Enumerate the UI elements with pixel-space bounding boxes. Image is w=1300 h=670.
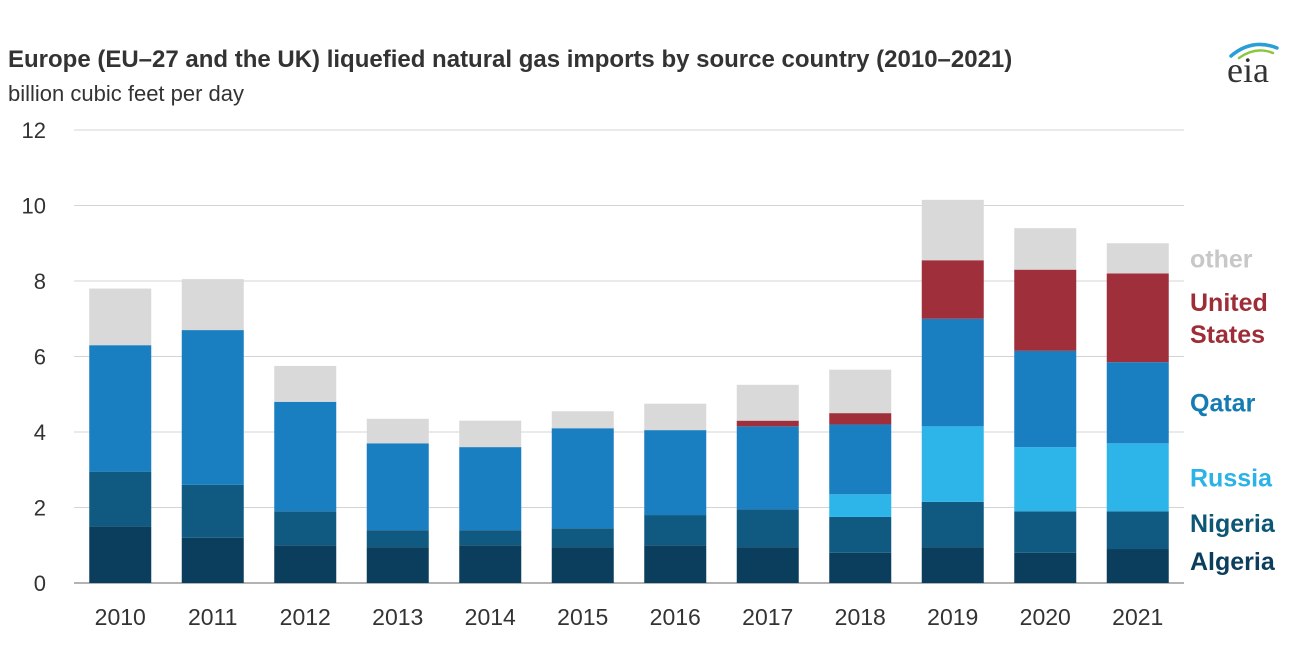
bar-algeria-2014 [459, 545, 522, 583]
bar-nigeria-2019 [921, 501, 984, 548]
bar-algeria-2010 [89, 526, 152, 583]
bar-united-states-2020 [1014, 269, 1077, 351]
bar-nigeria-2017 [736, 509, 799, 548]
bar-qatar-2017 [736, 426, 799, 510]
bar-nigeria-2012 [274, 511, 337, 546]
x-tick-label: 2014 [465, 604, 516, 630]
bar-russia-2019 [921, 426, 984, 502]
bar-qatar-2021 [1106, 362, 1169, 444]
bar-other-2015 [551, 411, 614, 429]
bar-qatar-2012 [274, 401, 337, 512]
legend-label-qatar: Qatar [1190, 390, 1256, 418]
x-tick-label: 2017 [742, 604, 793, 630]
bar-algeria-2020 [1014, 552, 1077, 583]
bar-nigeria-2011 [181, 484, 244, 538]
bar-algeria-2012 [274, 545, 337, 583]
bar-other-2013 [366, 418, 429, 444]
bar-russia-2021 [1106, 443, 1169, 512]
bar-qatar-2013 [366, 443, 429, 531]
x-tick-label: 2019 [927, 604, 978, 630]
eia-logo-arc [1229, 42, 1279, 58]
bar-algeria-2018 [829, 552, 892, 583]
bar-nigeria-2021 [1106, 511, 1169, 550]
x-tick-label: 2012 [280, 604, 331, 630]
bars [89, 199, 1169, 583]
x-tick-label: 2010 [95, 604, 146, 630]
y-tick-label: 2 [34, 496, 46, 521]
x-tick-label: 2013 [372, 604, 423, 630]
legend-label-russia: Russia [1190, 464, 1273, 492]
bar-other-2019 [921, 199, 984, 261]
bar-nigeria-2015 [551, 528, 614, 548]
bar-algeria-2016 [644, 545, 707, 583]
bar-united-states-2018 [829, 413, 892, 425]
bar-united-states-2019 [921, 260, 984, 319]
legend-label-united-states: United [1190, 289, 1268, 317]
bar-other-2017 [736, 384, 799, 421]
bar-algeria-2019 [921, 547, 984, 583]
y-tick-label: 0 [34, 571, 46, 596]
bar-algeria-2013 [366, 547, 429, 583]
eia-logo-arc-inner [1237, 49, 1275, 60]
y-tick-label: 4 [34, 420, 46, 445]
legend: Algeria Nigeria Russia Qatar United States oth… [1190, 245, 1276, 576]
y-axis-ticks: 0 2 4 6 8 10 12 [22, 118, 46, 596]
bar-algeria-2021 [1106, 549, 1169, 583]
bar-nigeria-2010 [89, 471, 152, 527]
legend-label-nigeria: Nigeria [1190, 510, 1276, 538]
bar-qatar-2015 [551, 428, 614, 529]
x-tick-label: 2021 [1112, 604, 1163, 630]
bar-qatar-2011 [181, 330, 244, 485]
eia-logo: eia [1227, 42, 1279, 90]
bar-other-2011 [181, 279, 244, 331]
bar-other-2018 [829, 369, 892, 414]
bar-united-states-2021 [1106, 273, 1169, 363]
gridlines [74, 129, 1184, 584]
x-tick-label: 2016 [650, 604, 701, 630]
y-tick-label: 8 [34, 269, 46, 294]
bar-other-2016 [644, 403, 707, 431]
x-tick-label: 2020 [1020, 604, 1071, 630]
bar-other-2010 [89, 288, 152, 346]
bar-nigeria-2013 [366, 530, 429, 548]
bar-algeria-2011 [181, 537, 244, 583]
bar-other-2020 [1014, 228, 1077, 270]
legend-label-other: other [1190, 245, 1253, 273]
bar-nigeria-2014 [459, 530, 522, 546]
bar-algeria-2015 [551, 547, 614, 583]
y-tick-label: 10 [22, 194, 46, 219]
bar-nigeria-2020 [1014, 511, 1077, 553]
y-tick-label: 6 [34, 345, 46, 370]
chart-subtitle: billion cubic feet per day [8, 81, 244, 106]
x-tick-label: 2015 [557, 604, 608, 630]
bar-qatar-2020 [1014, 350, 1077, 448]
x-tick-label: 2011 [188, 604, 237, 630]
bar-qatar-2014 [459, 447, 522, 531]
bar-united-states-2017 [736, 420, 799, 427]
chart-title: Europe (EU–27 and the UK) liquefied natu… [8, 46, 1012, 73]
bar-other-2012 [274, 365, 337, 402]
bar-russia-2020 [1014, 447, 1077, 512]
legend-label-united-states: States [1190, 321, 1265, 349]
legend-label-algeria: Algeria [1190, 548, 1276, 576]
x-tick-label: 2018 [835, 604, 886, 630]
bar-russia-2018 [829, 494, 892, 517]
bar-qatar-2010 [89, 345, 152, 472]
y-tick-label: 12 [22, 118, 46, 143]
bar-algeria-2017 [736, 547, 799, 583]
bar-other-2014 [459, 420, 522, 448]
bar-other-2021 [1106, 243, 1169, 274]
bar-qatar-2018 [829, 424, 892, 495]
bar-qatar-2019 [921, 318, 984, 427]
eia-logo-text: eia [1227, 50, 1269, 90]
x-axis-ticks: 2010 2011 2012 2013 2014 2015 2016 2017 2018 2019… [95, 604, 1164, 630]
bar-nigeria-2018 [829, 516, 892, 553]
bar-qatar-2016 [644, 430, 707, 516]
bar-nigeria-2016 [644, 515, 707, 546]
